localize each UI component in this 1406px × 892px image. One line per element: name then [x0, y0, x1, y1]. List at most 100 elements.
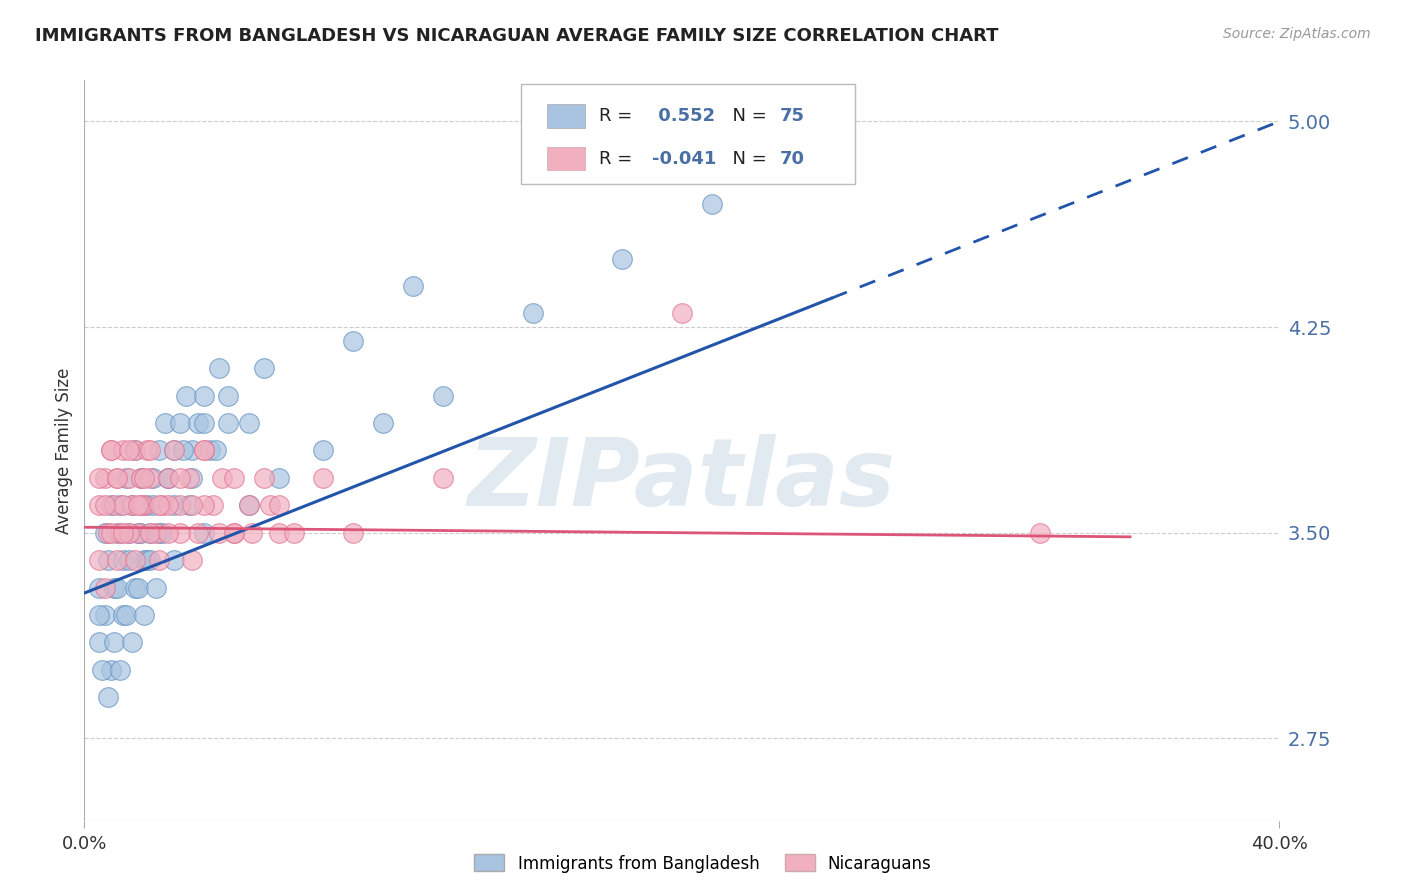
Point: [103, 498, 125, 512]
Point: [193, 389, 215, 403]
Point: [163, 498, 186, 512]
Point: [118, 525, 141, 540]
Point: [132, 471, 156, 485]
Point: [136, 553, 159, 567]
Point: [97, 690, 120, 705]
Point: [105, 581, 128, 595]
Point: [217, 389, 239, 403]
Point: [142, 471, 165, 485]
Point: [163, 443, 186, 458]
Point: [94, 498, 117, 512]
Point: [129, 498, 152, 512]
Point: [432, 389, 454, 403]
Point: [129, 525, 152, 540]
Legend: Immigrants from Bangladesh, Nicaraguans: Immigrants from Bangladesh, Nicaraguans: [468, 847, 938, 880]
Point: [136, 443, 159, 458]
Point: [373, 416, 395, 430]
Point: [612, 252, 634, 266]
Point: [267, 498, 290, 512]
Point: [222, 525, 245, 540]
Text: 75: 75: [780, 107, 804, 125]
Point: [97, 525, 120, 540]
Point: [89, 471, 111, 485]
Point: [129, 471, 152, 485]
Point: [187, 416, 209, 430]
Point: [177, 498, 200, 512]
Bar: [547, 146, 585, 170]
Point: [89, 607, 111, 622]
Point: [89, 553, 111, 567]
Point: [148, 553, 170, 567]
Point: [94, 471, 117, 485]
Point: [211, 471, 233, 485]
Point: [700, 196, 723, 211]
Text: ZIPatlas: ZIPatlas: [468, 434, 896, 526]
Point: [222, 471, 245, 485]
Point: [312, 443, 335, 458]
Point: [163, 553, 186, 567]
Point: [181, 443, 204, 458]
Point: [100, 443, 122, 458]
Point: [132, 498, 156, 512]
Point: [238, 498, 260, 512]
Point: [193, 416, 215, 430]
Text: -0.041: -0.041: [652, 150, 717, 168]
Text: Source: ZipAtlas.com: Source: ZipAtlas.com: [1223, 27, 1371, 41]
Point: [193, 443, 215, 458]
Point: [193, 498, 215, 512]
Point: [139, 443, 162, 458]
Point: [181, 498, 204, 512]
Point: [124, 553, 146, 567]
Point: [181, 471, 204, 485]
Point: [208, 525, 231, 540]
Point: [142, 498, 165, 512]
Point: [169, 416, 191, 430]
Point: [145, 525, 167, 540]
Point: [169, 471, 191, 485]
Point: [342, 334, 364, 348]
Point: [163, 443, 186, 458]
Bar: [547, 104, 585, 128]
Point: [402, 279, 425, 293]
Point: [105, 471, 128, 485]
Point: [121, 498, 143, 512]
Point: [112, 525, 135, 540]
Point: [174, 389, 197, 403]
Point: [112, 553, 135, 567]
Point: [97, 553, 120, 567]
Point: [115, 471, 138, 485]
Point: [198, 443, 221, 458]
Point: [139, 553, 162, 567]
Point: [118, 443, 141, 458]
Point: [127, 581, 149, 595]
Point: [217, 416, 239, 430]
Point: [139, 525, 162, 540]
Point: [118, 553, 141, 567]
Point: [110, 663, 132, 677]
Point: [432, 471, 454, 485]
Point: [94, 607, 117, 622]
Point: [201, 498, 224, 512]
Point: [110, 525, 132, 540]
Point: [148, 498, 170, 512]
Point: [110, 498, 132, 512]
Point: [342, 525, 364, 540]
Point: [283, 525, 305, 540]
Point: [240, 525, 263, 540]
Text: IMMIGRANTS FROM BANGLADESH VS NICARAGUAN AVERAGE FAMILY SIZE CORRELATION CHART: IMMIGRANTS FROM BANGLADESH VS NICARAGUAN…: [35, 27, 998, 45]
Point: [222, 525, 245, 540]
Point: [100, 525, 122, 540]
Point: [112, 607, 135, 622]
Point: [105, 471, 128, 485]
Point: [253, 361, 276, 376]
Point: [132, 607, 156, 622]
Point: [100, 663, 122, 677]
Point: [136, 498, 159, 512]
Point: [145, 581, 167, 595]
Point: [89, 581, 111, 595]
Point: [205, 443, 228, 458]
Point: [139, 471, 162, 485]
Point: [148, 525, 170, 540]
Point: [187, 525, 209, 540]
Y-axis label: Average Family Size: Average Family Size: [55, 368, 73, 533]
